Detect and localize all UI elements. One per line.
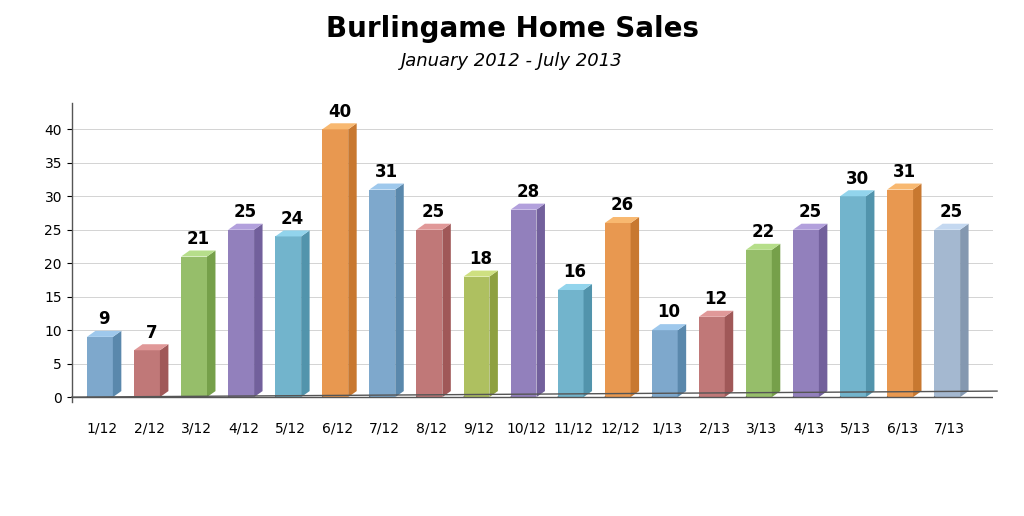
Text: 7/13: 7/13 bbox=[934, 421, 966, 435]
Polygon shape bbox=[605, 217, 639, 223]
Polygon shape bbox=[584, 284, 592, 397]
Bar bbox=[370, 189, 395, 397]
Text: 7/12: 7/12 bbox=[370, 421, 400, 435]
Bar bbox=[228, 230, 254, 397]
Text: 7: 7 bbox=[145, 324, 157, 342]
Bar bbox=[275, 236, 301, 397]
Text: 2/12: 2/12 bbox=[134, 421, 165, 435]
Text: 4/13: 4/13 bbox=[793, 421, 824, 435]
Polygon shape bbox=[228, 224, 262, 230]
Bar bbox=[793, 230, 819, 397]
Text: 25: 25 bbox=[233, 203, 257, 221]
Polygon shape bbox=[254, 224, 262, 397]
Text: 3/12: 3/12 bbox=[181, 421, 212, 435]
Polygon shape bbox=[207, 250, 215, 397]
Text: 31: 31 bbox=[893, 163, 915, 181]
Text: January 2012 - July 2013: January 2012 - July 2013 bbox=[401, 52, 623, 70]
Text: 40: 40 bbox=[328, 103, 351, 121]
Text: 6/12: 6/12 bbox=[323, 421, 353, 435]
Polygon shape bbox=[772, 244, 780, 397]
Polygon shape bbox=[819, 224, 827, 397]
Bar bbox=[464, 277, 489, 397]
Bar bbox=[887, 189, 913, 397]
Bar bbox=[323, 130, 348, 397]
Polygon shape bbox=[301, 231, 309, 397]
Polygon shape bbox=[181, 250, 215, 256]
Polygon shape bbox=[793, 224, 827, 230]
Bar bbox=[87, 337, 113, 397]
Bar bbox=[511, 209, 537, 397]
Polygon shape bbox=[87, 331, 121, 337]
Polygon shape bbox=[631, 217, 639, 397]
Text: 16: 16 bbox=[563, 263, 587, 281]
Polygon shape bbox=[934, 224, 969, 230]
Polygon shape bbox=[442, 224, 451, 397]
Polygon shape bbox=[395, 184, 403, 397]
Text: 2/13: 2/13 bbox=[698, 421, 730, 435]
Text: 25: 25 bbox=[422, 203, 445, 221]
Text: 30: 30 bbox=[846, 170, 868, 187]
Text: 10: 10 bbox=[657, 303, 681, 321]
Text: 25: 25 bbox=[799, 203, 821, 221]
Polygon shape bbox=[537, 204, 545, 397]
Text: 28: 28 bbox=[516, 183, 540, 201]
Text: Burlingame Home Sales: Burlingame Home Sales bbox=[326, 15, 698, 43]
Polygon shape bbox=[489, 270, 498, 397]
Text: 12: 12 bbox=[705, 290, 728, 308]
Bar bbox=[652, 330, 678, 397]
Polygon shape bbox=[370, 184, 403, 189]
Polygon shape bbox=[417, 224, 451, 230]
Text: 5/12: 5/12 bbox=[275, 421, 306, 435]
Polygon shape bbox=[464, 270, 498, 277]
Polygon shape bbox=[961, 224, 969, 397]
Polygon shape bbox=[913, 184, 922, 397]
Text: 4/12: 4/12 bbox=[228, 421, 259, 435]
Polygon shape bbox=[840, 190, 874, 196]
Text: 8/12: 8/12 bbox=[417, 421, 447, 435]
Polygon shape bbox=[652, 324, 686, 330]
Polygon shape bbox=[887, 184, 922, 189]
Polygon shape bbox=[134, 344, 168, 350]
Polygon shape bbox=[113, 331, 121, 397]
Text: 18: 18 bbox=[469, 250, 493, 268]
Polygon shape bbox=[348, 123, 356, 397]
Text: 12/12: 12/12 bbox=[600, 421, 640, 435]
Polygon shape bbox=[678, 324, 686, 397]
Text: 21: 21 bbox=[186, 230, 210, 248]
Bar bbox=[840, 196, 866, 397]
Text: 26: 26 bbox=[610, 197, 634, 214]
Text: 9/12: 9/12 bbox=[464, 421, 495, 435]
Text: 10/12: 10/12 bbox=[506, 421, 546, 435]
Text: 9: 9 bbox=[98, 310, 110, 328]
Bar bbox=[558, 290, 584, 397]
Text: 6/13: 6/13 bbox=[887, 421, 919, 435]
Text: 31: 31 bbox=[375, 163, 398, 181]
Text: 11/12: 11/12 bbox=[553, 421, 593, 435]
Bar bbox=[134, 350, 160, 397]
Polygon shape bbox=[866, 190, 874, 397]
Text: 3/13: 3/13 bbox=[745, 421, 777, 435]
Polygon shape bbox=[511, 204, 545, 209]
Polygon shape bbox=[558, 284, 592, 290]
Bar bbox=[745, 250, 772, 397]
Text: 1/12: 1/12 bbox=[87, 421, 118, 435]
Text: 25: 25 bbox=[940, 203, 963, 221]
Text: 24: 24 bbox=[281, 209, 304, 228]
Bar bbox=[605, 223, 631, 397]
Bar bbox=[698, 317, 725, 397]
Bar bbox=[934, 230, 961, 397]
Text: 1/13: 1/13 bbox=[651, 421, 683, 435]
Text: 5/13: 5/13 bbox=[840, 421, 871, 435]
Text: 22: 22 bbox=[752, 223, 775, 241]
Polygon shape bbox=[698, 311, 733, 317]
Polygon shape bbox=[160, 344, 168, 397]
Polygon shape bbox=[745, 244, 780, 250]
Bar bbox=[181, 256, 207, 397]
Polygon shape bbox=[323, 123, 356, 130]
Polygon shape bbox=[725, 311, 733, 397]
Bar bbox=[417, 230, 442, 397]
Polygon shape bbox=[275, 231, 309, 236]
